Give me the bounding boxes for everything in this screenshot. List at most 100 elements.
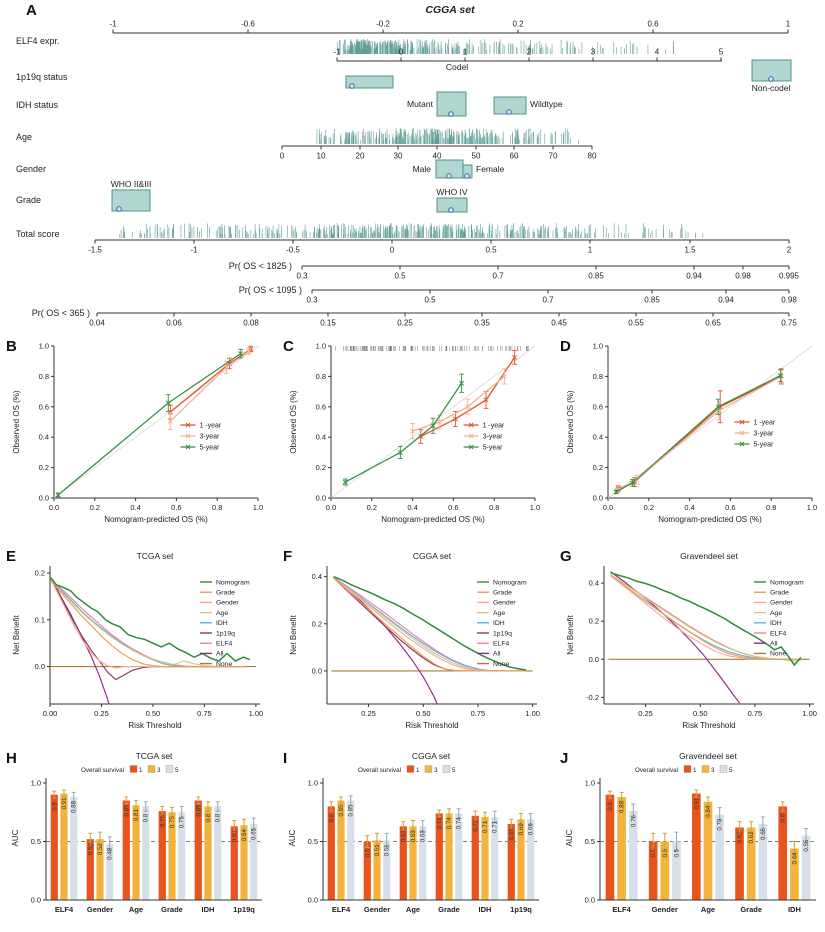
svg-text:Net Benefit: Net Benefit [289, 614, 298, 654]
svg-text:1.0: 1.0 [807, 503, 817, 512]
svg-text:Male: Male [413, 164, 432, 174]
svg-text:0.74: 0.74 [446, 817, 453, 830]
svg-text:0.9: 0.9 [607, 802, 614, 811]
svg-text:Non-codel: Non-codel [752, 83, 791, 93]
svg-text:-1.5: -1.5 [88, 246, 102, 255]
svg-text:0.2: 0.2 [593, 463, 603, 472]
svg-text:0.3: 0.3 [296, 272, 308, 281]
svg-text:0.65: 0.65 [508, 827, 515, 840]
svg-text:0.98: 0.98 [735, 272, 751, 281]
svg-text:AUC: AUC [288, 829, 297, 846]
svg-text:0.85: 0.85 [123, 804, 130, 817]
svg-text:0.4: 0.4 [316, 433, 326, 442]
svg-text:WHO IV: WHO IV [436, 187, 467, 197]
svg-text:CGGA set: CGGA set [425, 4, 475, 16]
svg-text:10: 10 [317, 152, 326, 161]
svg-text:0.71: 0.71 [492, 820, 499, 833]
svg-text:5: 5 [452, 767, 456, 774]
svg-text:0.55: 0.55 [628, 319, 644, 328]
svg-text:Overall survival: Overall survival [358, 767, 401, 774]
svg-text:0.04: 0.04 [89, 319, 105, 328]
decision-panel-cgga: 0.0 0.2 0.4 0.25 0.50 0.75 1.00 CGGA set Risk Th… [285, 546, 545, 746]
svg-text:0.2: 0.2 [312, 619, 322, 628]
svg-text:20: 20 [356, 152, 365, 161]
svg-text:0.2: 0.2 [367, 503, 377, 512]
svg-text:1.0: 1.0 [316, 342, 326, 351]
svg-text:0.0: 0.0 [593, 494, 603, 503]
svg-text:0.2: 0.2 [316, 463, 326, 472]
svg-text:All: All [216, 651, 224, 658]
svg-text:0.8: 0.8 [593, 372, 603, 381]
svg-text:0.45: 0.45 [551, 319, 567, 328]
auc-panel-cgga: 0.0 0.5 1.0 AUC CGGA set Overall survival 1 3 5 E… [285, 748, 545, 928]
svg-text:0.8: 0.8 [316, 372, 326, 381]
svg-text:0.5: 0.5 [364, 848, 371, 857]
svg-text:Overall survival: Overall survival [635, 767, 678, 774]
svg-text:0.55: 0.55 [803, 839, 810, 852]
svg-text:Nomogram: Nomogram [770, 579, 804, 586]
svg-text:0.5: 0.5 [485, 246, 497, 255]
svg-text:0.74: 0.74 [436, 817, 443, 830]
svg-text:1.0: 1.0 [585, 779, 595, 788]
svg-text:50: 50 [472, 152, 481, 161]
svg-text:0.0: 0.0 [589, 655, 599, 664]
auc-chart-I: 0.0 0.5 1.0 AUC CGGA set Overall survival 1 3 5 E… [288, 751, 539, 914]
svg-text:0.63: 0.63 [231, 830, 238, 843]
svg-text:80: 80 [588, 152, 597, 161]
svg-text:TCGA set: TCGA set [137, 551, 174, 561]
svg-text:Observed OS (%): Observed OS (%) [566, 390, 575, 453]
svg-text:1.0: 1.0 [31, 779, 41, 788]
panel-label-b: B [6, 338, 17, 355]
svg-text:Pr( OS < 1095 ): Pr( OS < 1095 ) [239, 285, 302, 295]
svg-text:0.5: 0.5 [650, 848, 657, 857]
svg-text:Age: Age [129, 905, 143, 914]
svg-text:Nomogram-predicted OS (%): Nomogram-predicted OS (%) [381, 515, 485, 524]
svg-text:0.08: 0.08 [243, 319, 259, 328]
svg-text:-0.2: -0.2 [376, 20, 390, 29]
svg-text:0.35: 0.35 [474, 319, 490, 328]
svg-text:3: 3 [591, 48, 596, 57]
svg-text:ELF4: ELF4 [493, 641, 509, 648]
svg-text:0.0: 0.0 [326, 503, 336, 512]
svg-text:0.50: 0.50 [146, 709, 161, 718]
svg-text:Female: Female [476, 164, 505, 174]
svg-text:0.2: 0.2 [90, 503, 100, 512]
svg-text:0.6: 0.6 [448, 503, 458, 512]
svg-text:0.84: 0.84 [705, 805, 712, 818]
svg-text:0.91: 0.91 [61, 797, 68, 810]
svg-text:0.94: 0.94 [718, 296, 734, 305]
legend: 1 -year 3-year 5-year [463, 423, 505, 452]
svg-text:Total score: Total score [16, 229, 60, 239]
svg-text:1 -year: 1 -year [753, 420, 775, 427]
svg-text:0.88: 0.88 [619, 800, 626, 813]
svg-text:0.5: 0.5 [394, 272, 406, 281]
svg-text:0.25: 0.25 [94, 709, 109, 718]
calibration-chart-B: 0.00.0 0.2 0.2 0.4 0.4 0.6 0.6 0.8 0.8 1.0 1.0 Nomo… [12, 342, 263, 525]
legend: 1 -year 3-year 5-year [180, 423, 222, 452]
svg-text:Gender: Gender [652, 905, 678, 914]
svg-text:0.64: 0.64 [241, 829, 248, 842]
svg-text:Observed OS (%): Observed OS (%) [12, 390, 21, 453]
svg-text:1.5: 1.5 [684, 246, 696, 255]
svg-text:AUC: AUC [11, 829, 20, 846]
svg-text:ELF4: ELF4 [55, 905, 74, 914]
svg-text:0.85: 0.85 [588, 272, 604, 281]
svg-text:0.0: 0.0 [312, 666, 322, 675]
svg-text:0.8: 0.8 [205, 813, 212, 822]
calibration-panel-gravendeel: 0.0 0.0 0.2 0.2 0.4 0.4 0.6 0.6 0.8 0.8 1.0 1.0 Nomo… [562, 338, 822, 544]
svg-text:1p19q: 1p19q [216, 630, 235, 637]
svg-text:1p19q: 1p19q [510, 905, 532, 914]
svg-text:Net Benefit: Net Benefit [12, 614, 21, 654]
svg-text:30: 30 [394, 152, 403, 161]
svg-text:Grade: Grade [161, 905, 183, 914]
svg-text:0.94: 0.94 [686, 272, 702, 281]
decision-panel-tcga: 0.0 0.1 0.2 0.00 0.25 0.50 0.75 1.00 TCGA set Ris… [8, 546, 268, 746]
svg-text:60: 60 [510, 152, 519, 161]
svg-text:Gender: Gender [493, 600, 516, 607]
svg-text:0.4: 0.4 [130, 503, 140, 512]
svg-text:Wildtype: Wildtype [530, 99, 563, 109]
svg-text:0.76: 0.76 [630, 814, 637, 827]
svg-text:1: 1 [463, 48, 468, 57]
svg-text:0.25: 0.25 [397, 319, 413, 328]
svg-text:Nomogram: Nomogram [493, 579, 527, 586]
